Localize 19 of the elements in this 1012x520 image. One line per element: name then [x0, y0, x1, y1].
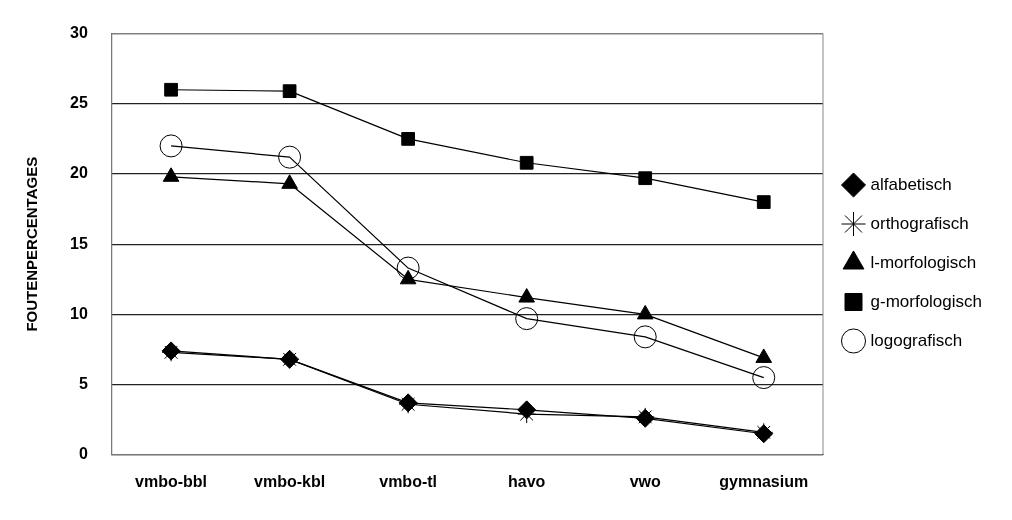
- x-tick-label: vmbo-tl: [379, 472, 438, 490]
- y-tick-label: 25: [70, 94, 88, 112]
- y-tick-label: 20: [70, 164, 88, 182]
- x-tick-label: vmbo-bbl: [135, 472, 208, 490]
- legend-label: g-morfologisch: [870, 291, 983, 311]
- legend-label: logografisch: [870, 330, 963, 350]
- legend-label: alfabetisch: [870, 174, 952, 194]
- y-tick-label: 10: [70, 304, 88, 322]
- x-tick-label: vmbo-kbl: [254, 472, 326, 490]
- y-axis-title: FOUTENPERCENTAGES: [23, 156, 41, 332]
- y-tick-label: 30: [70, 24, 88, 42]
- legend-label: orthografisch: [870, 213, 969, 233]
- x-tick-label: gymnasium: [719, 472, 809, 490]
- x-tick-label: havo: [508, 472, 546, 490]
- x-tick-label: vwo: [629, 472, 661, 490]
- legend-label: l-morfologisch: [870, 252, 977, 272]
- y-tick-label: 5: [78, 375, 88, 393]
- y-tick-label: 0: [78, 445, 88, 463]
- y-tick-label: 15: [70, 234, 88, 252]
